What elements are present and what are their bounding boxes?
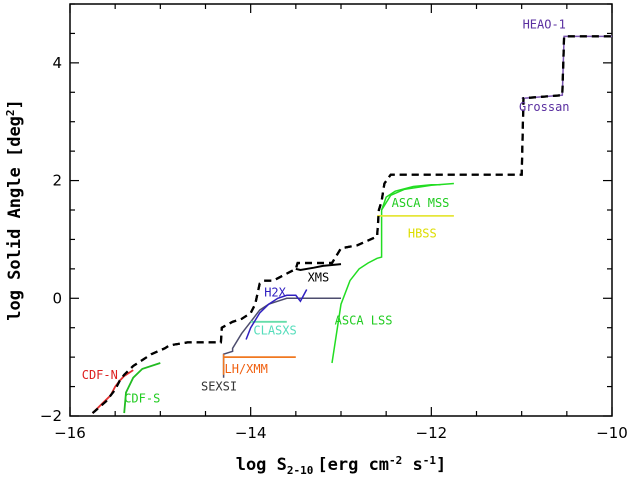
x-axis-title-units: [erg cm — [317, 455, 389, 475]
x-axis-title: log S2-10 [erg cm-2 s-1] — [236, 454, 447, 477]
series-h2x-line — [245, 289, 308, 340]
series-sexsi-line — [222, 297, 341, 378]
x-axis-title-end: ] — [436, 455, 446, 475]
y-axis-title-end: ] — [5, 99, 25, 109]
label-hbss: HBSS — [408, 227, 437, 241]
label-cdfn: CDF-N — [82, 368, 118, 382]
label-cdfs: CDF-S — [124, 391, 160, 405]
y-axis-title-main: log Solid Angle [deg — [5, 116, 25, 321]
x-tick-label: −16 — [54, 424, 86, 442]
x-axis-title-main: log S — [236, 455, 287, 475]
y-axis-title: log Solid Angle [deg2] — [4, 99, 25, 321]
label-ascamss: ASCA MSS — [392, 196, 450, 210]
axis-ticks: −16 −14 −12 −10 −2 0 2 4 — [40, 3, 628, 442]
annotation-layer: HEAO-1 Grossan ASCA MSS HBSS XMS H2X CLASXS ASC… — [82, 18, 570, 406]
y-tick-label: −2 — [40, 407, 62, 425]
label-xms: XMS — [308, 271, 330, 285]
label-sexsi: SEXSI — [201, 380, 237, 394]
series-cdfs-line — [123, 362, 161, 414]
series-total-line — [91, 35, 612, 414]
y-tick-label: 4 — [52, 54, 62, 72]
label-heao1: HEAO-1 — [523, 18, 566, 32]
x-axis-title-sub: 2-10 — [287, 464, 314, 477]
label-ascalss: ASCA LSS — [335, 314, 393, 328]
x-axis-title-mid: s — [402, 455, 422, 475]
x-tick-label: −12 — [416, 424, 448, 442]
label-lhxmm: LH/XMM — [224, 362, 267, 376]
y-tick-label: 2 — [52, 172, 62, 190]
series-total-overlay — [91, 35, 612, 414]
label-grossan: Grossan — [519, 100, 570, 114]
series-xms-line — [295, 263, 342, 272]
series-ascalss-line — [331, 183, 441, 364]
x-axis-title-sup2: -1 — [423, 454, 437, 467]
x-tick-label: −10 — [596, 424, 628, 442]
series-ascamss-line — [380, 182, 454, 211]
x-tick-label: −14 — [235, 424, 267, 442]
x-axis-title-sup1: -2 — [389, 454, 402, 467]
label-h2x: H2X — [264, 285, 286, 299]
y-tick-label: 0 — [52, 289, 62, 307]
series-layer — [91, 35, 612, 414]
y-axis-title-sup: 2 — [4, 109, 17, 116]
label-clasxs: CLASXS — [253, 324, 296, 338]
series-heao1-line — [521, 35, 612, 99]
